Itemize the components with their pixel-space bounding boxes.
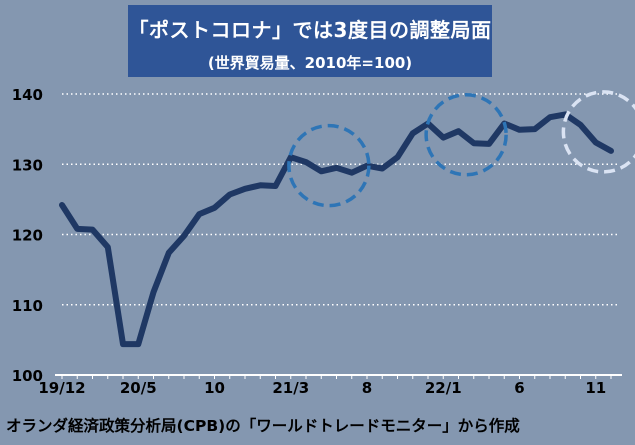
chart-title: 「ポストコロナ」では3度目の調整局面 [128, 18, 492, 42]
y-axis-ticks: 100 110 120 130 140 [12, 86, 43, 385]
y-tick-label-110: 110 [12, 297, 43, 315]
y-tick-label-100: 100 [12, 367, 43, 385]
trade-volume-line [59, 111, 614, 348]
dashed-circle-1 [287, 123, 371, 208]
x-tick-label: 6 [514, 379, 524, 397]
x-tick-label: 11 [585, 379, 606, 397]
dashed-circle-2 [424, 92, 508, 177]
x-tick-label: 20/5 [120, 379, 157, 397]
x-tick-label: 21/3 [272, 379, 309, 397]
x-tick-label: 8 [362, 379, 372, 397]
source-note: オランダ経済政策分析局(CPB)の「ワールドトレードモニター」から作成 [6, 417, 520, 435]
y-tick-label-140: 140 [12, 86, 43, 104]
title-box: 「ポストコロナ」では3度目の調整局面 (世界貿易量、2010年=100) [128, 5, 492, 77]
y-tick-label-130: 130 [12, 156, 43, 174]
gridlines [62, 93, 620, 306]
dashed-circle-3 [561, 90, 635, 174]
chart-subtitle: (世界貿易量、2010年=100) [207, 54, 413, 72]
x-tick-label: 22/1 [425, 379, 462, 397]
highlight-circles [287, 90, 635, 208]
x-tick-label: 19/12 [38, 379, 85, 397]
y-tick-label-120: 120 [12, 227, 43, 245]
x-tick-label: 10 [204, 379, 225, 397]
x-axis-ticks: 19/12 20/5 10 21/3 8 22/1 6 11 [38, 375, 612, 397]
